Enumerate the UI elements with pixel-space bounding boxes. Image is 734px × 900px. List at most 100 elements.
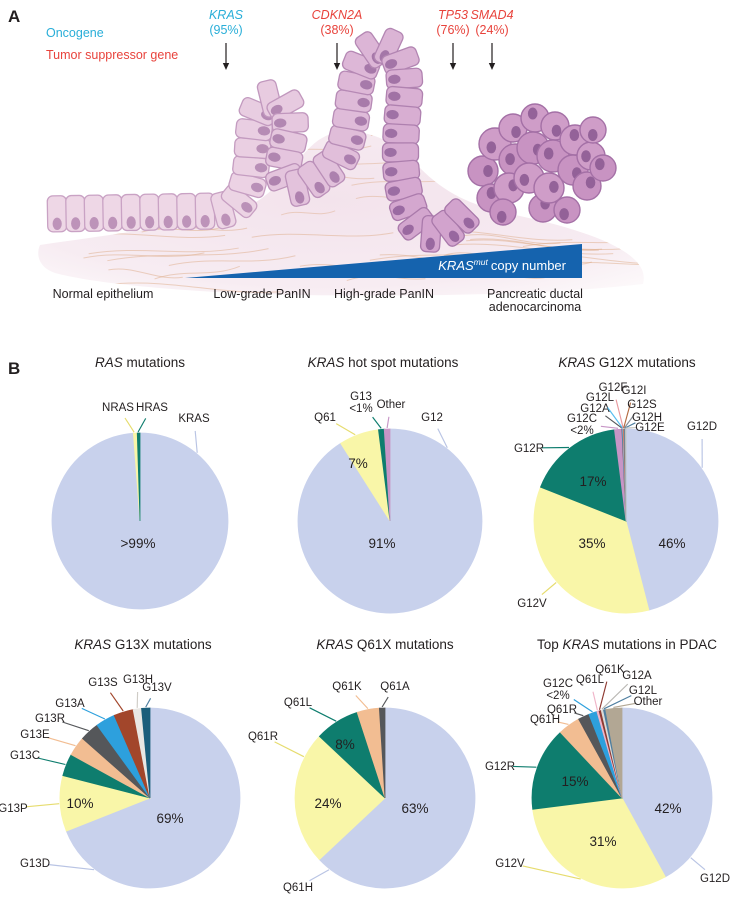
leader-line-Q61R xyxy=(574,712,584,717)
leader-line-Q61 xyxy=(335,423,356,436)
slice-label-G12D: G12D xyxy=(700,873,730,885)
leader-line-G13A xyxy=(81,707,106,720)
epithelial-cell xyxy=(334,89,373,114)
cell-nucleus xyxy=(486,141,497,154)
leader-line-G13V xyxy=(145,698,152,708)
cell-nucleus xyxy=(559,208,569,221)
carcinoma-cell xyxy=(572,171,602,201)
cell-nucleus xyxy=(268,152,281,162)
carcinoma-cell xyxy=(589,154,617,182)
pie-slice-G12R xyxy=(539,429,627,522)
cell-nucleus xyxy=(519,173,530,186)
leader-line-Q61H xyxy=(557,721,569,725)
slice-label-G13S: G13S xyxy=(88,677,118,689)
slice-label-G12E: G12E xyxy=(635,422,665,434)
epithelial-cell xyxy=(120,193,142,232)
cell-nucleus xyxy=(182,215,192,228)
pie-slice-G12R xyxy=(531,731,623,810)
pie-title: RAS mutations xyxy=(95,355,185,370)
pie-slice-Q61R xyxy=(294,735,386,861)
slice-label-Other: Other xyxy=(377,399,406,411)
wedge-label: KRASmut copy number xyxy=(438,257,566,273)
slice-pct-G12R: 15% xyxy=(561,774,588,789)
stroma-fiber xyxy=(251,232,394,238)
gene-pct: (76%) xyxy=(436,23,469,37)
leader-line-Other xyxy=(386,416,390,429)
cell-nucleus xyxy=(505,153,515,166)
epithelial-cell xyxy=(176,192,197,231)
panel-b-label: B xyxy=(8,359,20,378)
pie-slice-G12V xyxy=(532,797,666,889)
cell-nucleus xyxy=(344,154,356,165)
slice-label-Q61L: Q61L xyxy=(284,697,313,709)
slice-label-G12C: G12C <2% xyxy=(567,413,597,437)
leader-line-KRAS xyxy=(194,430,198,453)
pie-slice-G13D xyxy=(65,707,241,889)
gene-pct: (38%) xyxy=(320,23,353,37)
cell-nucleus xyxy=(145,215,155,229)
leader-line-Other xyxy=(613,702,636,708)
slice-label-Q61H: Q61H xyxy=(283,882,313,894)
epithelial-cell xyxy=(269,128,308,154)
cell-nucleus xyxy=(388,91,401,101)
stage-label-normal: Normal epithelium xyxy=(53,287,154,301)
slice-label-G12A: G12A xyxy=(622,670,652,682)
pie-title: Top KRAS mutations in PDAC xyxy=(537,637,717,652)
pie-slice-G12V xyxy=(533,486,650,614)
slice-label-G12H: G12H xyxy=(632,412,662,424)
mutation-arrowhead-icon xyxy=(488,63,496,70)
epithelial-cell xyxy=(312,149,346,188)
stroma-fiber xyxy=(522,237,644,248)
leader-line-G12C xyxy=(600,425,619,429)
slice-label-G12V: G12V xyxy=(495,858,525,870)
gene-name: KRAS xyxy=(209,8,244,22)
cell-nucleus xyxy=(496,210,507,223)
cell-nucleus xyxy=(254,163,268,173)
slice-label-G12V: G12V xyxy=(517,598,547,610)
carcinoma-cell xyxy=(533,172,565,204)
slice-label-G12F: G12F xyxy=(599,382,628,394)
epithelial-cell xyxy=(232,155,271,179)
slice-label-Q61R: Q61R xyxy=(547,704,577,716)
slice-label-G12L: G12L xyxy=(586,392,615,404)
gene-annotation-kras: KRAS (95%) xyxy=(209,8,244,70)
epithelial-cell xyxy=(331,107,371,132)
cell-nucleus xyxy=(256,144,269,154)
slice-label-G13: G13 <1% xyxy=(349,391,372,415)
slice-label-G13A: G13A xyxy=(55,698,85,710)
slice-label-G12R: G12R xyxy=(485,761,515,773)
epithelial-cell xyxy=(382,123,420,145)
leader-line-Q61K xyxy=(355,695,369,709)
slice-pct-G13D: 69% xyxy=(156,811,183,826)
cell-nucleus xyxy=(357,97,370,108)
mutation-arrowhead-icon xyxy=(333,63,341,70)
slice-label-G13C: G13C xyxy=(10,750,40,762)
leader-line-G12V xyxy=(541,582,557,596)
legend-oncogene: Oncogene xyxy=(46,26,104,40)
leader-line-Q61K xyxy=(598,681,608,710)
pie-title: KRAS G12X mutations xyxy=(558,355,696,370)
slice-label-Q61: Q61 xyxy=(314,412,336,424)
slice-pct-G12D: 46% xyxy=(658,536,685,551)
stage-label-high-grade: High-grade PanIN xyxy=(334,287,434,301)
slice-pct-G12V: 35% xyxy=(578,536,605,551)
gene-pct: (24%) xyxy=(475,23,508,37)
leader-line-G12S xyxy=(623,414,635,429)
cell-nucleus xyxy=(402,224,414,236)
pie-slice-G13V xyxy=(141,707,151,799)
pie-kras-hot-spot-mutations: KRAS hot spot mutations G12 91% Q61 7% G13 <1%… xyxy=(297,355,483,614)
stage-label-low-grade: Low-grade PanIN xyxy=(213,287,310,301)
cell-nucleus xyxy=(221,213,231,226)
cell-nucleus xyxy=(594,158,605,171)
slice-pct-G12V: 31% xyxy=(589,834,616,849)
mutation-arrowhead-icon xyxy=(222,63,230,70)
cell-nucleus xyxy=(257,126,271,136)
slice-pct-Q61R: 24% xyxy=(314,796,341,811)
carcinoma-cell xyxy=(498,113,528,143)
cell-nucleus xyxy=(126,216,136,229)
cell-nucleus xyxy=(360,80,373,90)
gene-name: TP53 xyxy=(438,8,468,22)
epithelial-cell xyxy=(157,193,179,231)
pie-kras-g12x-mutations: KRAS G12X mutations G12D 46% G12V 35% G12R 17%… xyxy=(514,355,719,614)
cell-nucleus xyxy=(274,118,287,128)
